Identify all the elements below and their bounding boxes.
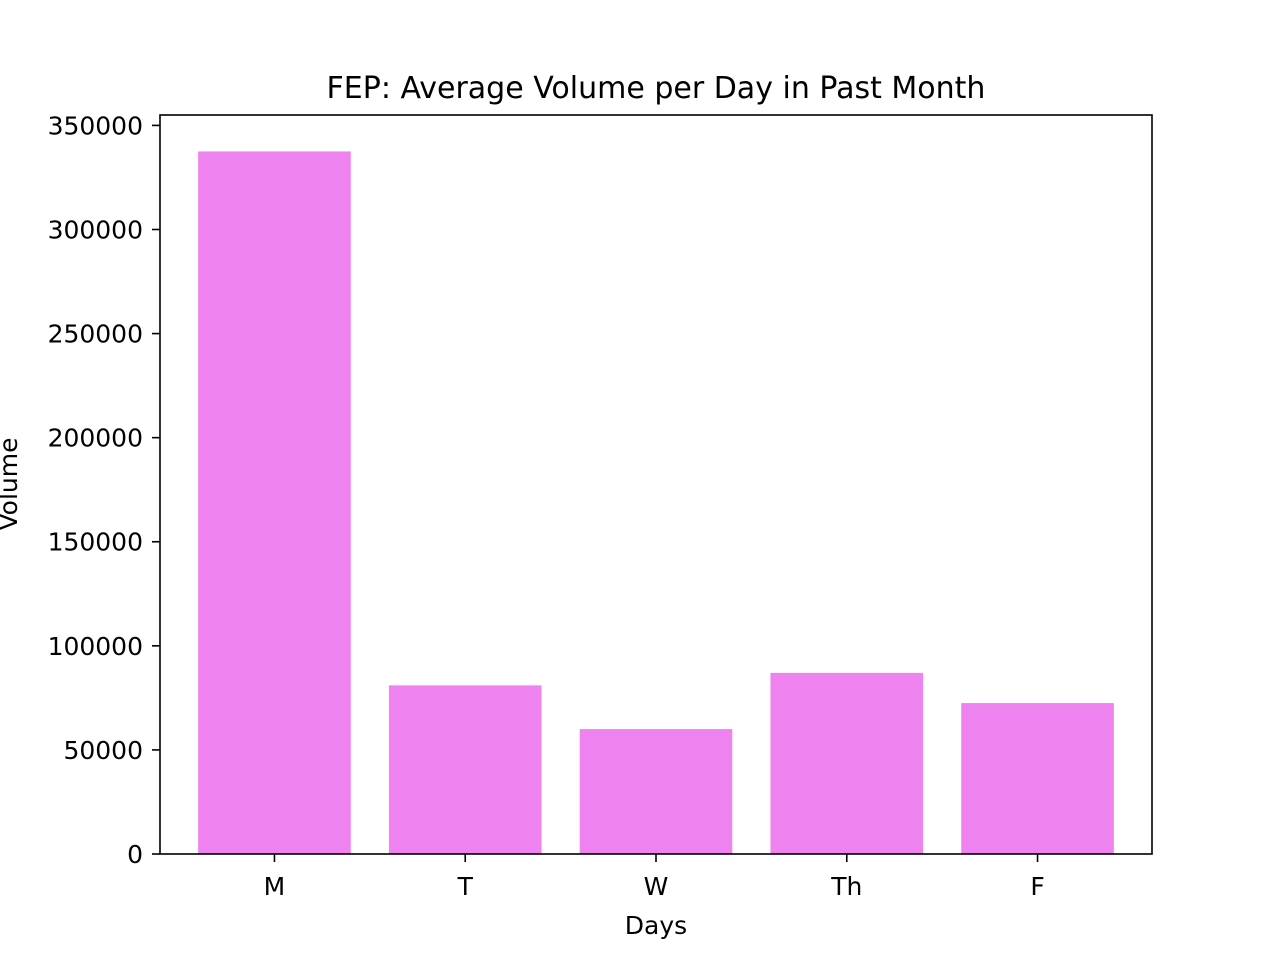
y-tick-label: 250000 bbox=[48, 320, 143, 349]
bars-layer bbox=[198, 151, 1114, 855]
y-tick-label: 150000 bbox=[48, 528, 143, 557]
x-axis: M T W Th F bbox=[264, 854, 1045, 901]
y-tick-label: 350000 bbox=[48, 111, 143, 140]
y-tick-label: 100000 bbox=[48, 632, 143, 661]
bar-w bbox=[579, 729, 733, 854]
y-tick-label: 300000 bbox=[48, 215, 143, 244]
y-tick-label: 200000 bbox=[48, 424, 143, 453]
bar-t bbox=[388, 685, 542, 854]
chart-title: FEP: Average Volume per Day in Past Mont… bbox=[327, 71, 986, 106]
x-tick-label: W bbox=[644, 872, 669, 901]
plot-frame bbox=[159, 114, 1153, 855]
y-tick-label: 0 bbox=[127, 840, 143, 869]
x-tick-label: T bbox=[457, 872, 474, 901]
bar-m bbox=[198, 151, 351, 855]
y-tick-label: 50000 bbox=[63, 736, 143, 765]
bar-th bbox=[770, 672, 924, 854]
x-axis-title: Days bbox=[625, 911, 687, 940]
x-tick-label: F bbox=[1030, 872, 1044, 901]
x-tick-label: Th bbox=[830, 872, 862, 901]
y-axis: 0 50000 100000 150000 200000 250000 300000 3500… bbox=[48, 111, 160, 869]
x-tick-label: M bbox=[264, 872, 286, 901]
y-axis-title: Volume bbox=[0, 438, 23, 531]
bar-f bbox=[961, 703, 1114, 854]
